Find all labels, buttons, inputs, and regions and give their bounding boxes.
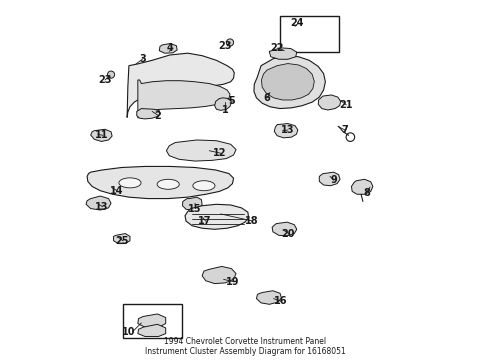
Circle shape [107, 71, 115, 78]
Text: 14: 14 [110, 186, 123, 196]
Ellipse shape [119, 178, 141, 188]
Text: 13: 13 [96, 202, 109, 212]
Polygon shape [138, 314, 166, 327]
Polygon shape [138, 324, 166, 337]
Text: 1: 1 [222, 105, 229, 115]
Text: 3: 3 [140, 54, 147, 64]
Polygon shape [182, 197, 202, 210]
Text: 13: 13 [281, 125, 294, 135]
Text: 2: 2 [154, 111, 161, 121]
Text: 15: 15 [188, 203, 202, 213]
Text: 18: 18 [245, 216, 259, 226]
Text: 11: 11 [96, 130, 109, 140]
Text: 19: 19 [226, 277, 239, 287]
Polygon shape [86, 196, 111, 210]
Text: 5: 5 [228, 96, 235, 107]
Text: 6: 6 [263, 93, 270, 103]
Polygon shape [209, 207, 228, 219]
Polygon shape [254, 56, 325, 109]
Polygon shape [256, 291, 281, 304]
Polygon shape [127, 53, 234, 117]
Text: 22: 22 [270, 43, 284, 53]
Polygon shape [262, 64, 314, 100]
Polygon shape [114, 234, 130, 244]
Text: 23: 23 [98, 75, 112, 85]
Ellipse shape [193, 181, 215, 191]
Polygon shape [185, 204, 248, 229]
Text: 7: 7 [342, 125, 348, 135]
Polygon shape [137, 109, 160, 119]
Text: 16: 16 [274, 296, 288, 306]
Polygon shape [274, 123, 298, 138]
Polygon shape [167, 140, 236, 161]
Polygon shape [270, 48, 297, 59]
Polygon shape [202, 266, 236, 284]
Text: 20: 20 [281, 229, 294, 239]
Text: 1994 Chevrolet Corvette Instrument Panel
Instrument Cluster Assembly Diagram for: 1994 Chevrolet Corvette Instrument Panel… [145, 337, 345, 356]
Text: 8: 8 [363, 188, 370, 198]
Polygon shape [318, 95, 341, 110]
Text: 10: 10 [122, 327, 136, 337]
Text: 24: 24 [290, 18, 303, 28]
Polygon shape [87, 166, 234, 199]
Polygon shape [272, 222, 297, 236]
Polygon shape [215, 98, 231, 111]
Text: 4: 4 [167, 43, 173, 53]
Polygon shape [91, 129, 112, 141]
Polygon shape [159, 44, 177, 53]
Polygon shape [319, 172, 340, 186]
Text: 12: 12 [213, 148, 227, 158]
Ellipse shape [157, 179, 179, 189]
Text: 23: 23 [219, 41, 232, 51]
Text: 9: 9 [330, 175, 337, 185]
Polygon shape [138, 80, 230, 118]
Bar [123, 304, 182, 338]
Bar [280, 17, 339, 52]
Circle shape [226, 39, 234, 46]
Text: 25: 25 [115, 236, 128, 246]
Text: 17: 17 [198, 216, 212, 226]
Text: 21: 21 [339, 100, 352, 110]
Polygon shape [351, 179, 373, 194]
Polygon shape [192, 213, 209, 224]
